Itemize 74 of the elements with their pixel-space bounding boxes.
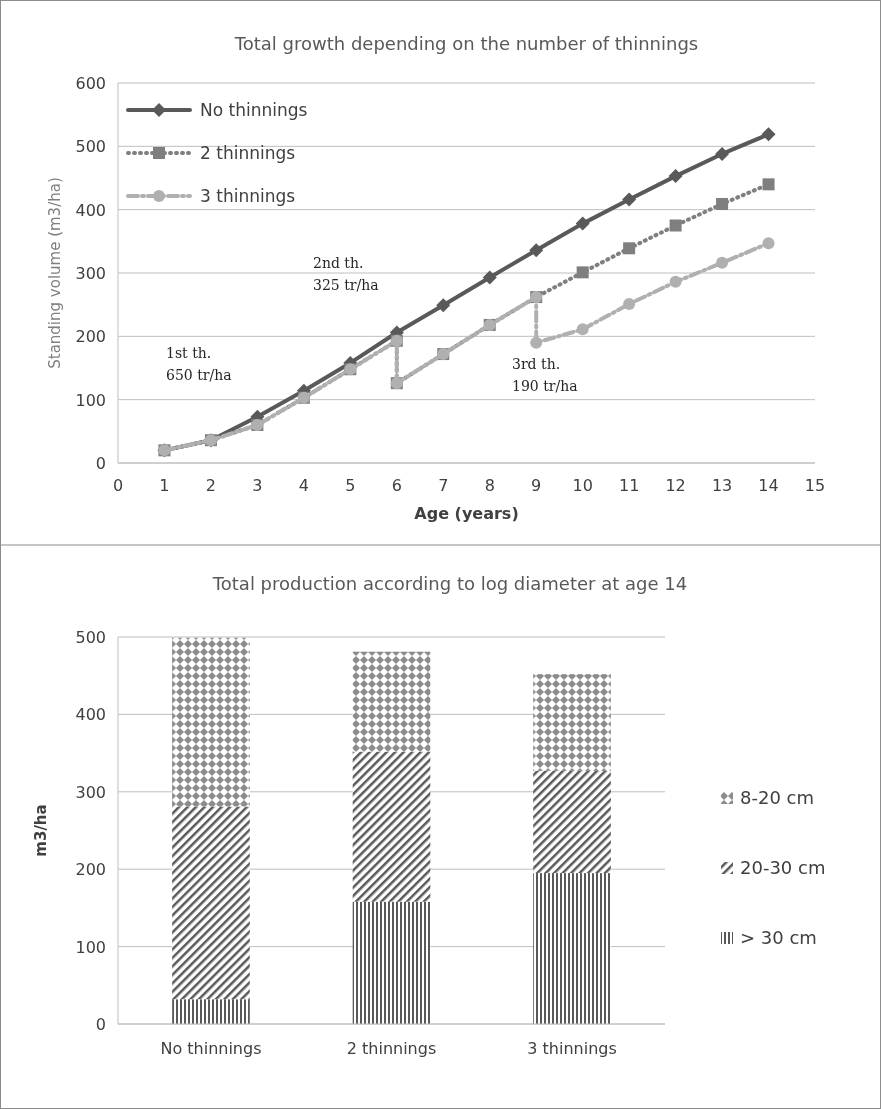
x-tick-label: 10 <box>572 476 593 495</box>
point <box>762 237 775 250</box>
point <box>623 298 636 311</box>
x-tick-label: 6 <box>391 476 402 495</box>
point <box>530 336 543 349</box>
point <box>716 197 729 210</box>
bar <box>172 637 250 807</box>
bar <box>533 873 611 1024</box>
point <box>762 178 775 191</box>
y-tick-label: 500 <box>75 137 106 157</box>
x-tick-label: 3 <box>252 476 263 495</box>
y-tick-label: 0 <box>95 1015 106 1034</box>
y-tick-label: 600 <box>75 74 106 93</box>
x-tick-label: 0 <box>112 476 124 495</box>
x-tick-label: 3 thinnings <box>527 1039 617 1058</box>
y-tick-label: 300 <box>75 264 106 283</box>
point <box>482 270 497 285</box>
point <box>716 256 729 269</box>
y-tick-label: 400 <box>75 705 106 725</box>
bar <box>352 901 431 1024</box>
point <box>576 323 589 336</box>
point <box>436 298 451 313</box>
annotation: 1st th. 650 tr/ha <box>166 345 232 383</box>
point <box>529 243 544 258</box>
y-tick-label: 0 <box>95 454 106 473</box>
legend-label: > 30 cm <box>740 927 817 948</box>
x-tick-label: 4 <box>298 476 309 495</box>
x-tick-label: 2 thinnings <box>346 1039 437 1058</box>
bar <box>533 674 611 771</box>
x-tick-label: 2 <box>205 476 217 495</box>
point <box>575 216 590 231</box>
x-tick-label: 12 <box>665 476 686 495</box>
point <box>576 266 589 279</box>
bar <box>172 806 250 1000</box>
legend-label: 8-20 cm <box>740 787 815 808</box>
chart-title: Total production according to log diameter at age 14 <box>211 573 688 594</box>
point <box>669 275 682 288</box>
legend-label: No thinnings <box>200 100 308 120</box>
x-tick-label: 5 <box>345 476 356 495</box>
point <box>715 146 730 161</box>
y-axis-title: m3/ha <box>32 804 50 857</box>
point <box>622 192 637 207</box>
point <box>623 242 636 255</box>
bar <box>352 751 431 902</box>
x-tick-label: 15 <box>804 476 826 495</box>
annotation: 2nd th. 325 tr/ha <box>313 255 379 293</box>
legend-label: 3 thinnings <box>200 186 296 206</box>
y-tick-label: 200 <box>75 327 106 347</box>
x-tick-label: 9 <box>531 476 542 495</box>
x-tick-label: 8 <box>484 476 495 495</box>
x-tick-label: 7 <box>438 476 449 495</box>
bar <box>352 651 431 752</box>
y-tick-label: 400 <box>75 200 106 220</box>
y-tick-label: 500 <box>75 628 106 647</box>
x-tick-label: 13 <box>711 476 733 495</box>
bar <box>533 770 611 874</box>
legend-label: 20-30 cm <box>740 857 826 878</box>
chart-title: Total growth depending on the number of thinnings <box>233 33 699 54</box>
bar <box>172 999 250 1024</box>
legend-label: 2 thinnings <box>200 143 296 163</box>
x-tick-label: 14 <box>758 476 779 495</box>
y-tick-label: 100 <box>75 390 106 410</box>
x-tick-label: No thinnings <box>160 1039 262 1058</box>
y-axis-title: Standing volume (m3/ha) <box>46 177 64 369</box>
y-tick-label: 100 <box>75 937 106 957</box>
point <box>669 219 682 232</box>
y-tick-label: 300 <box>75 782 106 802</box>
annotation: 3rd th. 190 tr/ha <box>512 356 578 394</box>
x-axis-title: Age (years) <box>414 504 519 523</box>
y-tick-label: 200 <box>75 860 106 880</box>
point <box>668 169 683 184</box>
x-tick-label: 11 <box>618 476 640 495</box>
x-tick-label: 1 <box>159 476 170 495</box>
point <box>761 127 776 142</box>
